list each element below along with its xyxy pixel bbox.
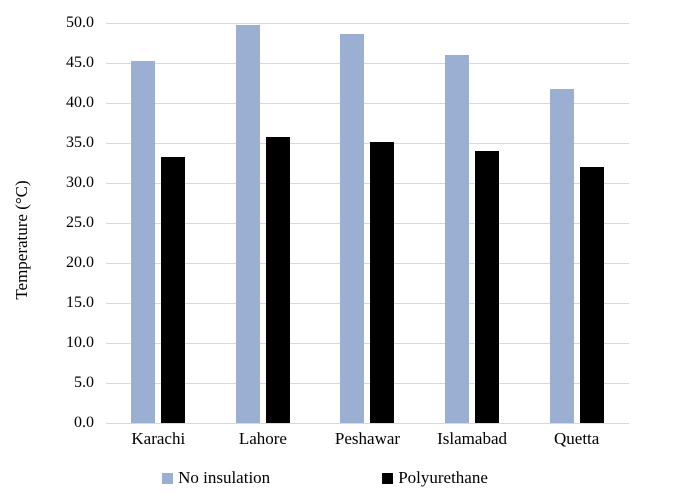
y-tick-label: 25.0 <box>66 214 94 231</box>
legend-label: Polyurethane <box>398 468 488 487</box>
bars-container <box>106 23 629 423</box>
plot-area <box>106 23 629 424</box>
y-tick-label: 50.0 <box>66 14 94 31</box>
bar-polyurethane-islamabad <box>475 151 500 423</box>
legend-item-polyurethane: Polyurethane <box>382 468 488 488</box>
gridline <box>106 383 629 384</box>
legend-swatch-icon <box>382 472 394 484</box>
x-category-label-lahore: Lahore <box>238 429 287 448</box>
gridline <box>106 223 629 224</box>
x-category-label-karachi: Karachi <box>131 429 186 448</box>
bar-group-karachi <box>106 23 211 423</box>
y-tick-label: 0.0 <box>74 414 94 431</box>
gridline <box>106 63 629 64</box>
x-category-label-peshawar: Peshawar <box>334 429 401 448</box>
gridline <box>106 343 629 344</box>
legend-item-no-insulation: No insulation <box>162 468 270 488</box>
x-category-label-quetta: Quetta <box>554 429 600 448</box>
bar-no-insulation-quetta <box>549 89 574 423</box>
bar-no-insulation-karachi <box>131 61 156 423</box>
legend: No insulation Polyurethane <box>0 468 666 488</box>
legend-label: No insulation <box>178 468 271 487</box>
bar-no-insulation-peshawar <box>340 34 365 423</box>
y-tick-label: 40.0 <box>66 94 94 111</box>
bar-group-lahore <box>211 23 316 423</box>
gridline <box>106 263 629 264</box>
y-tick-label: 45.0 <box>66 54 94 71</box>
bar-polyurethane-karachi <box>161 156 186 423</box>
x-axis-line <box>106 423 629 424</box>
gridline <box>106 143 629 144</box>
y-tick-label: 5.0 <box>74 374 94 391</box>
y-axis-ticks: 0.0 5.0 10.0 15.0 20.0 25.0 30.0 35.0 40.0 45.0 50… <box>0 0 94 504</box>
bar-polyurethane-lahore <box>265 136 290 423</box>
gridline <box>106 303 629 304</box>
legend-swatch-icon <box>162 472 174 484</box>
bar-group-peshawar <box>315 23 420 423</box>
y-tick-label: 10.0 <box>66 334 94 351</box>
gridline <box>106 103 629 104</box>
bar-polyurethane-quetta <box>579 167 604 423</box>
y-tick-label: 30.0 <box>66 174 94 191</box>
y-tick-label: 15.0 <box>66 294 94 311</box>
bar-group-quetta <box>524 23 629 423</box>
gridline <box>106 23 629 24</box>
bar-no-insulation-lahore <box>235 24 260 423</box>
y-tick-label: 20.0 <box>66 254 94 271</box>
bar-no-insulation-islamabad <box>445 55 470 423</box>
bar-polyurethane-peshawar <box>370 142 395 423</box>
x-axis-labels: Karachi Lahore Peshawar Islamabad Quetta <box>106 429 629 449</box>
x-category-label-islamabad: Islamabad <box>437 429 507 448</box>
gridline <box>106 183 629 184</box>
y-tick-label: 35.0 <box>66 134 94 151</box>
bar-group-islamabad <box>420 23 525 423</box>
